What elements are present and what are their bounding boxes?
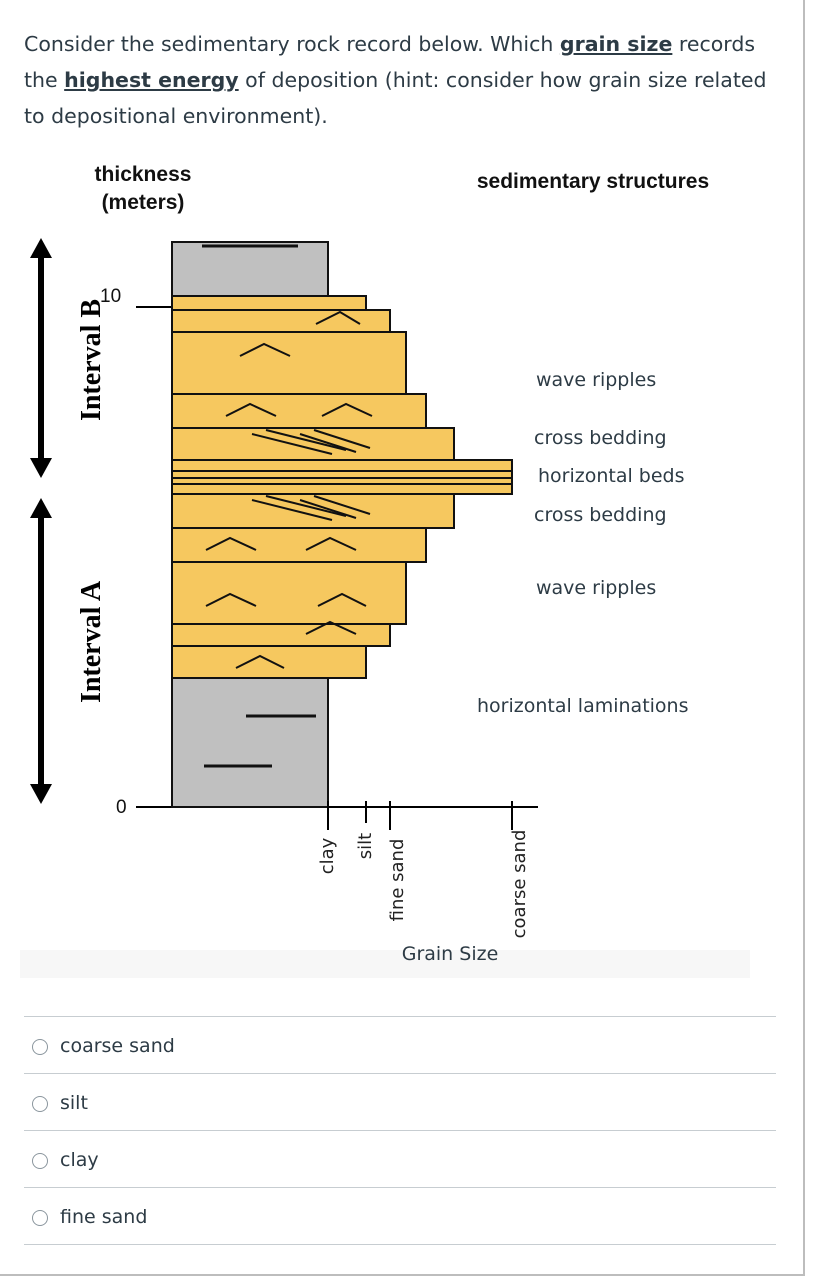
question-frame [0,0,805,1276]
grain-label-clay: clay [317,837,338,874]
grain-label-silt: silt [355,833,376,859]
option-clay[interactable]: clay [24,1130,776,1187]
bed-silt-top [171,295,367,311]
structure-label-horizontal-laminations: horizontal laminations [477,695,689,717]
radio-button[interactable] [32,1039,48,1055]
structure-label-cross-bedding-lower: cross bedding [534,504,667,526]
bed-silt-bottom [171,645,367,679]
clay-laminations [202,244,316,768]
question-part3: of deposition (hint: consider how grain … [24,68,767,128]
horizontal-beds-lines [172,470,512,485]
stratigraphic-column-svg: thickness (meters) sedimentary structure… [20,158,750,978]
grain-size-ticks [327,801,513,830]
bed-finesand-lower [171,623,391,647]
question-part2: records the [24,32,756,92]
option-coarse-sand[interactable]: coarse sand [24,1016,776,1073]
clay-bed-top [171,241,329,297]
structure-label-cross-bedding-upper: cross bedding [534,427,667,449]
question-emphasis-grain-size: grain size [559,32,673,56]
bed-ripple-a1 [171,527,427,563]
interval-b-arrow [30,238,52,478]
structure-label-wave-ripples-lower: wave ripples [536,577,656,599]
interval-b-label: Interval B [76,299,107,421]
stratigraphic-column-figure: thickness (meters) sedimentary structure… [20,158,750,978]
interval-a-arrow [30,498,52,804]
clay-bed-bottom [171,677,329,808]
cross-bedding-marks [251,429,371,521]
radio-button[interactable] [32,1153,48,1169]
grain-label-coarse-sand: coarse sand [509,830,530,939]
bed-finesand-upper [171,309,391,333]
wave-ripple-marks [205,310,373,669]
option-label: silt [60,1092,88,1114]
question-text: Consider the sedimentary rock record bel… [24,26,784,134]
thickness-label: thickness [95,163,192,186]
option-label: coarse sand [60,1035,175,1057]
structure-label-wave-ripples-upper: wave ripples [536,369,656,391]
option-label: clay [60,1149,99,1171]
interval-a-label: Interval A [76,580,107,703]
grain-label-fine-sand: fine sand [387,839,408,922]
structure-label-horizontal-beds: horizontal beds [538,465,685,487]
bed-ripple-upper [171,331,407,395]
bed-ripple-lower [171,561,407,625]
sedimentary-structures-heading: sedimentary structures [477,170,709,193]
radio-button[interactable] [32,1210,48,1226]
bed-ripple-b2 [171,393,427,429]
radio-button[interactable] [32,1096,48,1112]
option-label: fine sand [60,1206,148,1228]
answer-options: coarse sand silt clay fine sand [24,1016,776,1245]
option-fine-sand[interactable]: fine sand [24,1187,776,1245]
figure-bottom-band [20,950,750,978]
meters-label: (meters) [102,191,185,214]
bed-crossbed-upper [171,427,455,461]
question-emphasis-highest-energy: highest energy [64,68,239,92]
grain-size-title: Grain Size [402,943,499,965]
tick-label-0: 0 [116,797,127,818]
tick-label-10: 10 [100,286,121,307]
question-part1: Consider the sedimentary rock record bel… [24,32,560,56]
option-silt[interactable]: silt [24,1073,776,1130]
bed-crossbed-lower [171,493,455,529]
